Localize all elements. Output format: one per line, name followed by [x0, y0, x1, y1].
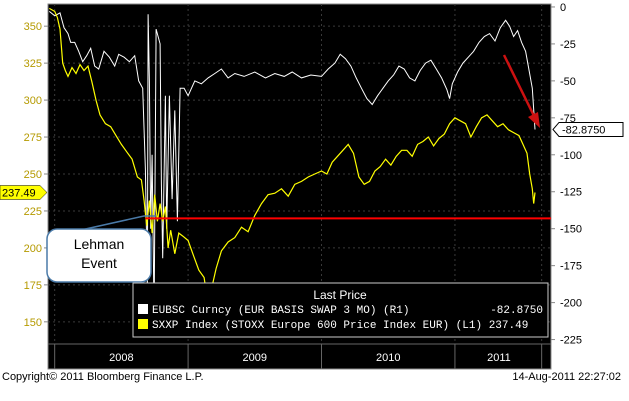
- lehman-annotation: Lehman Event: [46, 215, 156, 283]
- grid-lines: [48, 4, 551, 344]
- legend-box: [132, 282, 549, 338]
- right-axis: 0 -25 -50 -75 -100 -125 -150 -175 -200 -225: [551, 2, 582, 347]
- plot-frame: [47, 3, 552, 370]
- left-tick-label: 200: [24, 243, 42, 255]
- legend-value-sxxp: 237.49: [489, 320, 529, 332]
- series-line-eubsc: [48, 11, 536, 318]
- left-tick-label: 300: [24, 95, 42, 107]
- left-tick-label: 225: [24, 206, 42, 218]
- legend-title: Last Price: [313, 288, 367, 302]
- right-tick-label: -25: [560, 39, 576, 51]
- right-tick-label: -125: [560, 187, 582, 199]
- left-tick-label: 325: [24, 58, 42, 70]
- legend-entry-sxxp: SXXP Index (STOXX Europe 600 Price Index…: [152, 320, 528, 332]
- legend-name-sxxp: SXXP Index (STOXX Europe 600 Price Index…: [152, 320, 449, 332]
- left-tick-label: 350: [24, 21, 42, 33]
- left-tick-label: 150: [24, 317, 42, 329]
- legend-axis-eubsc: (R1): [383, 305, 409, 317]
- trend-arrow: [502, 54, 540, 128]
- left-tick-label: 275: [24, 132, 42, 144]
- legend-swatch-sxxp: [138, 319, 148, 329]
- right-tick-label: -75: [560, 113, 576, 125]
- x-tick-label: 2010: [376, 352, 400, 364]
- right-tick-label: -175: [560, 261, 582, 273]
- right-value-tag: -82.8750: [552, 121, 624, 137]
- x-tick-label: 2011: [487, 352, 511, 364]
- legend-axis-sxxp: (L1): [456, 320, 482, 332]
- left-tick-label: 175: [24, 280, 42, 292]
- right-value-tag-text: -82.8750: [562, 124, 605, 136]
- legend-name-eubsc: EUBSC Curncy (EUR BASIS SWAP 3 MO): [152, 305, 376, 317]
- right-tick-label: -200: [560, 298, 582, 310]
- legend-entry-eubsc: EUBSC Curncy (EUR BASIS SWAP 3 MO) (R1): [152, 305, 409, 317]
- right-tick-label: -225: [560, 335, 582, 347]
- left-value-tag: 237.49: [0, 185, 48, 200]
- timestamp-text: 14-Aug-2011 22:27:02: [512, 371, 621, 383]
- x-tick-label: 2008: [109, 352, 133, 364]
- legend-value-eubsc: -82.8750: [490, 305, 543, 317]
- legend: Last Price EUBSC Curncy (EUR BASIS SWAP …: [132, 282, 549, 338]
- left-value-tag-text: 237.49: [2, 187, 36, 199]
- right-tick-label: -150: [560, 224, 582, 236]
- right-tick-label: -100: [560, 150, 582, 162]
- series-line-sxxp: [49, 7, 536, 305]
- annotation-line-2: Event: [81, 255, 117, 271]
- left-axis: 150 175 200 225 250 275 300 325 350: [24, 21, 48, 329]
- left-tick-label: 250: [24, 169, 42, 181]
- copyright-text: Copyright© 2011 Bloomberg Finance L.P.: [2, 371, 204, 383]
- right-tick-label: -50: [560, 76, 576, 88]
- legend-swatch-eubsc: [138, 304, 148, 314]
- x-tick-label: 2009: [243, 352, 267, 364]
- annotation-line-1: Lehman: [74, 236, 125, 252]
- x-axis: 2008 2009 2010 2011: [48, 343, 551, 369]
- right-tick-label: 0: [560, 2, 566, 14]
